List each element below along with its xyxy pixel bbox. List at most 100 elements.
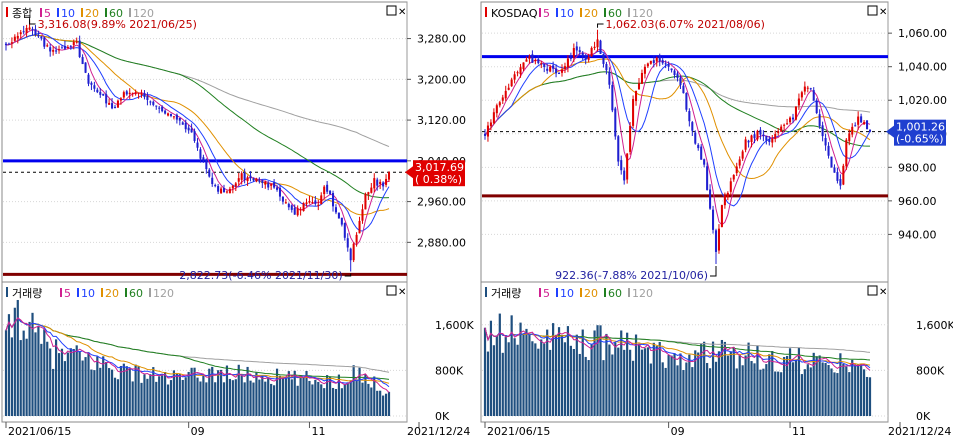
legend-swatch — [539, 8, 541, 17]
volume-bar — [261, 376, 264, 416]
volume-close-button[interactable]: ✕ — [879, 287, 887, 298]
legend-swatch — [556, 288, 558, 297]
volume-ma-5 — [5, 317, 390, 393]
candle-body — [60, 47, 64, 49]
candle-body — [694, 132, 697, 144]
volume-bar — [868, 377, 872, 416]
candle-body — [164, 110, 167, 114]
volume-restore-button[interactable] — [386, 285, 397, 296]
volume-bar — [328, 376, 332, 416]
volume-bar — [19, 340, 22, 416]
volume-bar — [105, 361, 108, 416]
candle-body — [217, 186, 220, 192]
volume-bar — [830, 368, 833, 416]
volume-bar — [694, 350, 697, 416]
volume-bar — [60, 348, 64, 416]
candle-body — [143, 93, 146, 98]
volume-bar — [513, 338, 516, 416]
candle-body — [815, 100, 818, 113]
candle-body — [270, 184, 273, 186]
candle-body — [646, 63, 649, 67]
volume-close-button[interactable]: ✕ — [398, 287, 406, 298]
candle-body — [16, 35, 19, 39]
y-tick-label: 980.00 — [898, 161, 937, 174]
candle-body — [762, 134, 765, 137]
volume-bar — [116, 379, 120, 416]
volume-bar — [158, 376, 161, 416]
candle-body — [492, 112, 495, 124]
candle-body — [777, 131, 780, 133]
volume-tick-label: 1,600K — [435, 319, 474, 332]
candle-body — [75, 41, 78, 43]
volume-bar — [708, 368, 712, 416]
x-tick-label: 09 — [671, 425, 685, 435]
candle-body — [69, 45, 72, 47]
candle-body — [549, 66, 552, 72]
candle-body — [732, 174, 735, 180]
restore-button[interactable] — [867, 5, 878, 16]
candle-body — [629, 125, 632, 152]
volume-bar — [605, 333, 608, 416]
volume-bar — [72, 348, 75, 416]
volume-bar — [367, 383, 370, 416]
volume-bar — [128, 367, 131, 416]
volume-bar — [161, 375, 164, 416]
candle-body — [854, 125, 857, 127]
moving-average-5 — [484, 48, 871, 226]
high-marker — [597, 23, 604, 28]
x-tick-label: 11 — [311, 425, 325, 435]
volume-bar — [152, 367, 155, 416]
volume-legend-label-ma60: 60 — [608, 287, 622, 300]
price-panel-frame — [480, 1, 889, 283]
volume-bar — [69, 348, 72, 416]
moving-average-20 — [484, 58, 871, 180]
volume-legend-label-ma10: 10 — [560, 287, 574, 300]
volume-bar — [340, 388, 343, 416]
candle-body — [729, 181, 732, 192]
volume-bar — [626, 332, 629, 416]
candle-body — [278, 187, 282, 197]
volume-bar — [52, 368, 55, 416]
x-tick-label: 2021/06/15 — [487, 425, 550, 435]
volume-restore-button[interactable] — [867, 285, 878, 296]
volume-bar — [726, 355, 729, 416]
legend-label-ma20: 20 — [584, 7, 598, 20]
candle-body — [167, 113, 170, 116]
volume-bar — [711, 341, 715, 416]
volume-bar — [202, 375, 205, 416]
volume-bar — [649, 363, 652, 416]
candle-body — [234, 183, 237, 187]
volume-bar — [706, 362, 709, 416]
volume-bar — [691, 367, 694, 416]
candle-body — [90, 82, 93, 85]
legend-swatch — [57, 8, 59, 17]
volume-bar — [572, 348, 575, 416]
close-button[interactable]: ✕ — [879, 7, 887, 18]
candle-body — [355, 234, 358, 243]
volume-bar — [824, 362, 827, 416]
moving-average-20 — [5, 34, 390, 216]
volume-bar — [569, 345, 572, 416]
candle-body — [516, 72, 519, 74]
volume-bar — [631, 360, 635, 416]
restore-button[interactable] — [386, 5, 397, 16]
volume-bar — [519, 322, 522, 416]
candle-body — [158, 107, 161, 109]
volume-bar — [31, 312, 34, 416]
candle-body — [756, 130, 759, 140]
legend-label-ma60: 60 — [608, 7, 622, 20]
candle-body — [52, 50, 55, 52]
volume-bar — [608, 344, 611, 416]
volume-bar — [337, 374, 341, 416]
volume-bar — [501, 352, 504, 416]
candle-body — [771, 138, 774, 143]
legend-swatch — [40, 8, 42, 17]
candle-body — [806, 87, 809, 89]
candle-body — [137, 92, 140, 94]
volume-bar — [361, 382, 364, 416]
candle-body — [81, 57, 84, 65]
candle-body — [845, 139, 848, 167]
legend-label-ma5: 5 — [543, 7, 550, 20]
volume-bar — [777, 371, 780, 416]
close-button[interactable]: ✕ — [398, 7, 406, 18]
